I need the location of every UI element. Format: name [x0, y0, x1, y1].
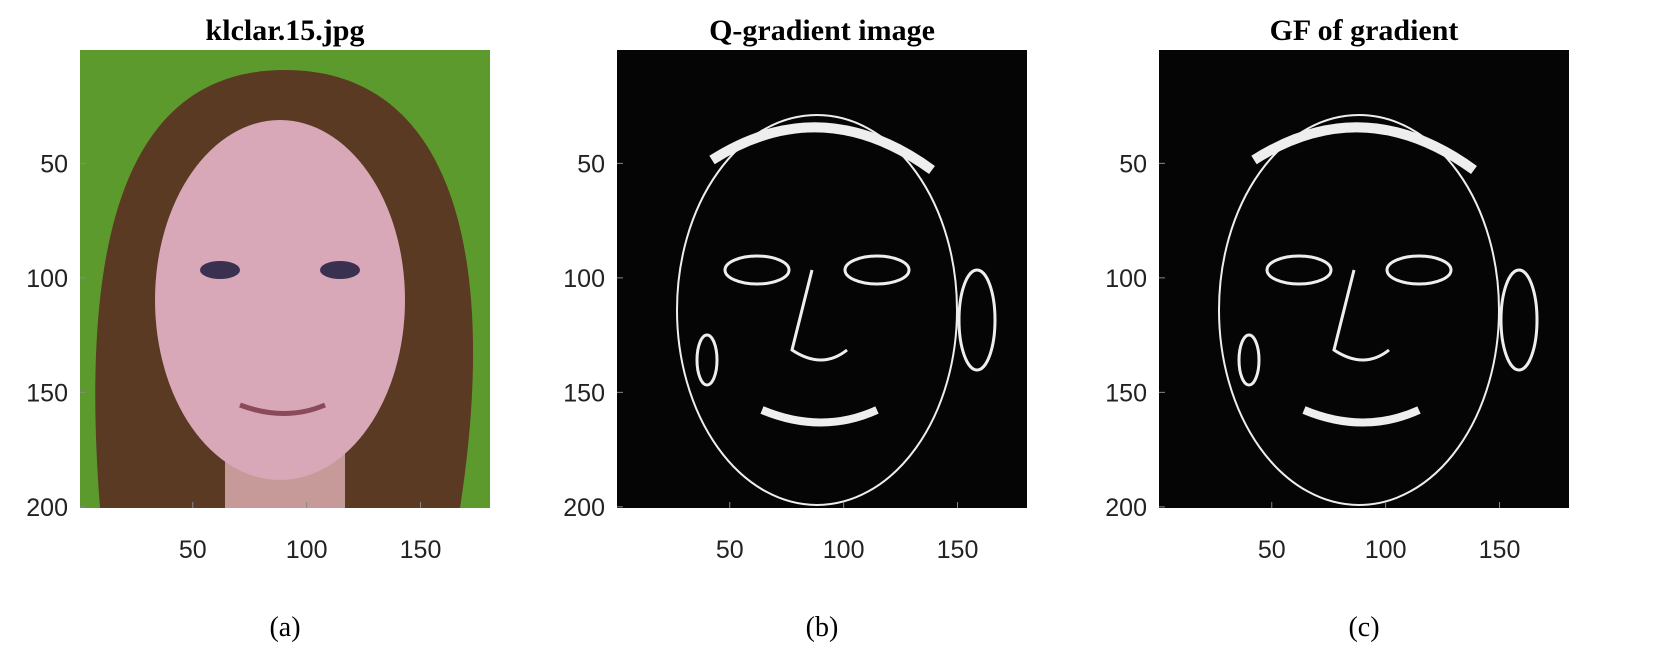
y-tick-label: 100: [26, 265, 68, 293]
eye: [200, 261, 240, 279]
y-tick-label: 200: [26, 494, 68, 522]
caption: (a): [269, 612, 300, 643]
y-tick-label: 150: [1105, 379, 1147, 407]
y-tick-label: 200: [1105, 494, 1147, 522]
y-tick-label: 50: [577, 150, 605, 178]
y-tick-label: 200: [563, 494, 605, 522]
y-tick-label: 50: [40, 150, 68, 178]
image: [1159, 50, 1569, 508]
y-tick-label: 100: [563, 265, 605, 293]
x-tick-label: 100: [823, 536, 865, 564]
x-tick-label: 150: [937, 536, 979, 564]
x-tick-label: 100: [286, 536, 328, 564]
y-tick-label: 100: [1105, 265, 1147, 293]
y-tick-label: 150: [26, 379, 68, 407]
panel: Q-gradient image 50 100 150 50 100 150 200 (b): [563, 14, 1027, 643]
panel: GF of gradient 50 100 150 50 100 150 200 (c): [1105, 14, 1569, 643]
x-tick-label: 50: [179, 536, 207, 564]
image: [80, 50, 490, 510]
y-tick-label: 150: [563, 379, 605, 407]
x-tick-label: 150: [1479, 536, 1521, 564]
panel-title: Q-gradient image: [709, 14, 935, 47]
caption: (b): [806, 612, 839, 643]
panel-title: GF of gradient: [1270, 14, 1459, 47]
figure: klclar.15.jpg 50 100 150 50 100 150 200 (a) Q-gra…: [0, 0, 1671, 653]
y-tick-label: 50: [1119, 150, 1147, 178]
eye: [320, 261, 360, 279]
x-tick-label: 100: [1365, 536, 1407, 564]
panel: klclar.15.jpg 50 100 150 50 100 150 200 (a): [26, 14, 490, 643]
face: [155, 120, 405, 480]
x-tick-label: 150: [400, 536, 442, 564]
x-tick-label: 50: [1258, 536, 1286, 564]
panel-title: klclar.15.jpg: [206, 14, 365, 47]
x-tick-label: 50: [716, 536, 744, 564]
caption: (c): [1348, 612, 1379, 643]
image: [617, 50, 1027, 508]
